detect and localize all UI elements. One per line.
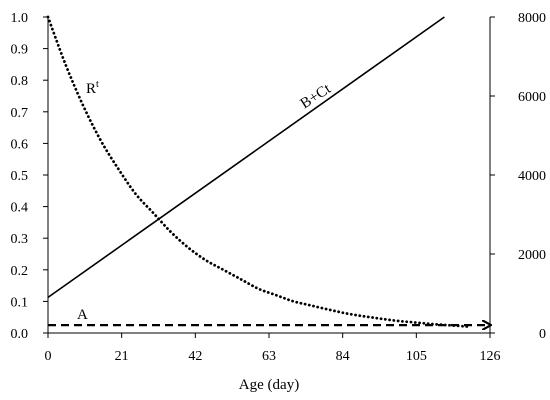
series-label-rt-name: R bbox=[86, 81, 96, 97]
series-lines bbox=[46, 15, 490, 329]
y-left-tick-label: 1.0 bbox=[11, 11, 29, 26]
series-line-bct bbox=[47, 16, 445, 299]
y-left-tick-label: 0.2 bbox=[11, 264, 29, 279]
x-tick-label: 105 bbox=[406, 349, 427, 364]
y-left-tick-label: 0.8 bbox=[11, 74, 29, 89]
axes bbox=[47, 17, 491, 334]
y-left-tick-label: 0.6 bbox=[11, 137, 29, 152]
y-right-tick-label: 4000 bbox=[518, 169, 546, 184]
x-tick-label: 63 bbox=[262, 349, 276, 364]
x-axis-ticks: 0 21 42 63 84 105 126 bbox=[45, 333, 501, 364]
y-left-tick-label: 0.0 bbox=[11, 327, 29, 342]
series-label-rt: Rt bbox=[86, 79, 99, 97]
y-left-tick-label: 0.9 bbox=[11, 43, 29, 58]
x-tick-label: 21 bbox=[115, 349, 129, 364]
series-label-rt-superscript: t bbox=[96, 79, 99, 90]
y-right-tick-label: 0 bbox=[539, 327, 546, 342]
x-axis-title: Age (day) bbox=[239, 377, 299, 393]
series-label-a: A bbox=[77, 307, 88, 323]
x-tick-label: 84 bbox=[336, 349, 350, 364]
y-right-tick-label: 8000 bbox=[518, 11, 546, 26]
x-tick-label: 42 bbox=[188, 349, 202, 364]
y-left-tick-label: 0.5 bbox=[11, 169, 29, 184]
y-right-tick-label: 2000 bbox=[518, 248, 546, 263]
y-left-tick-label: 0.4 bbox=[11, 201, 29, 216]
y-left-tick-label: 0.1 bbox=[11, 295, 29, 310]
y-right-axis-ticks: 0 2000 4000 6000 8000 bbox=[490, 11, 546, 342]
y-left-tick-label: 0.7 bbox=[11, 106, 29, 121]
series-line-rt bbox=[46, 15, 471, 329]
x-tick-label: 0 bbox=[45, 349, 52, 364]
x-tick-label: 126 bbox=[480, 349, 501, 364]
y-right-tick-label: 6000 bbox=[518, 90, 546, 105]
y-left-axis-ticks: 0.0 0.1 0.2 0.3 0.4 0.5 0.6 0.7 0.8 0.9 1.0 bbox=[11, 11, 48, 342]
y-left-tick-label: 0.3 bbox=[11, 232, 29, 247]
